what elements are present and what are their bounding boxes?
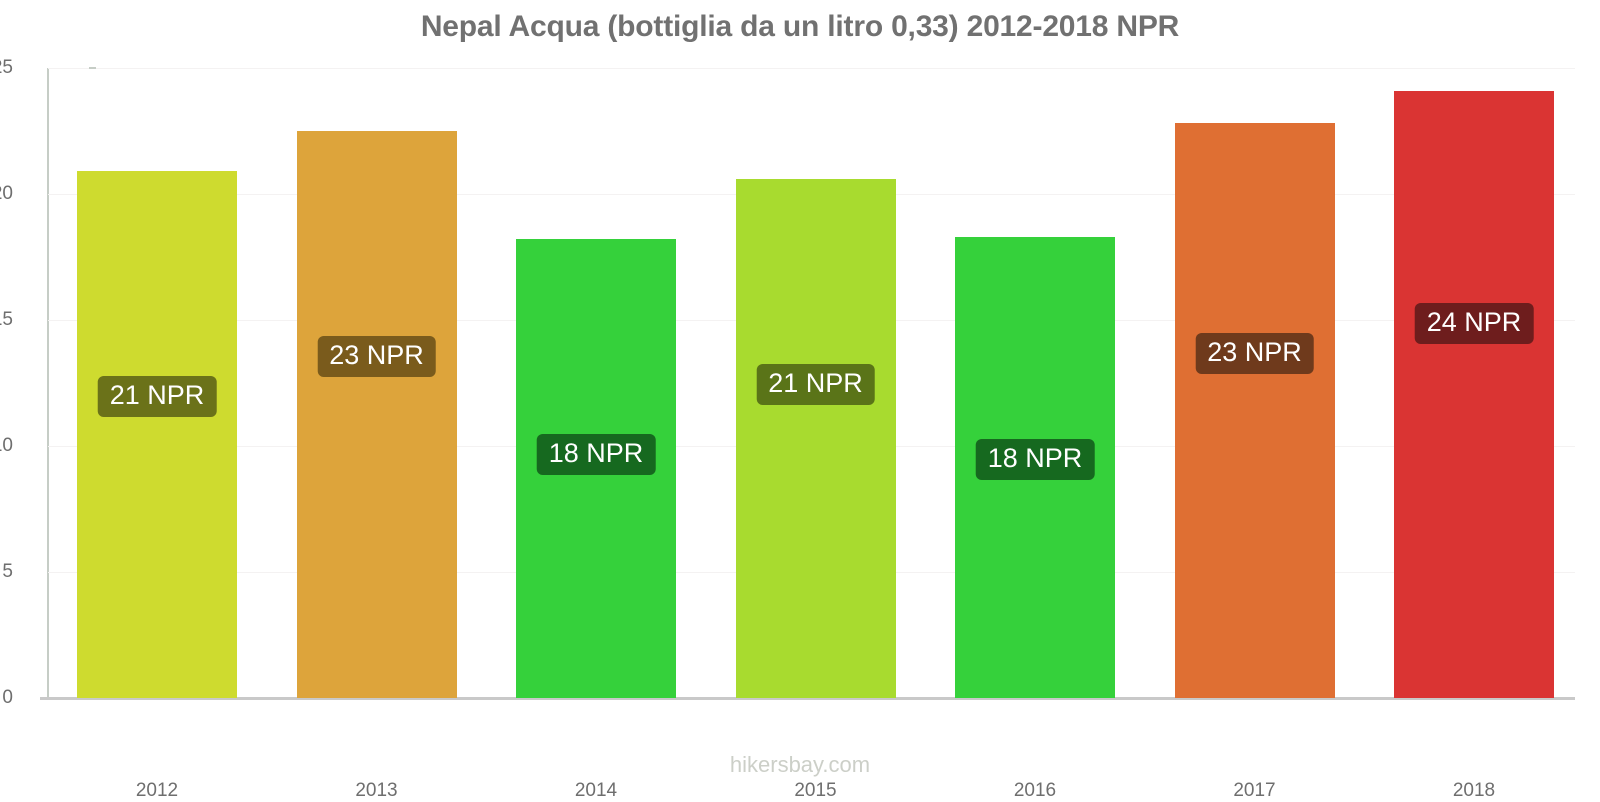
y-tick-label: 0 (2, 687, 13, 708)
x-tick-label: 2015 (794, 780, 837, 801)
y-tick-mark (89, 67, 96, 69)
y-axis-line (47, 68, 49, 700)
bar-value-label: 21 NPR (756, 363, 875, 405)
x-tick-label: 2012 (135, 780, 179, 801)
x-tick-label: 2014 (574, 780, 618, 801)
x-tick-label: 2017 (1233, 780, 1276, 801)
y-tick-mark (89, 697, 96, 699)
footer-watermark: hikersbay.com (729, 752, 871, 777)
page-title: Nepal Acqua (bottiglia da un litro 0,33)… (420, 10, 1180, 43)
bar-value-label: 18 NPR (536, 434, 656, 476)
plot-area: 0 5 10 15 20 25 21 NPR 23 NPR 18 NPR 21 NPR 18 NP… (0, 57, 1575, 801)
y-tick-label: 5 (2, 561, 13, 582)
bar-value-label: 23 NPR (317, 335, 436, 377)
bar-2018[interactable] (1394, 90, 1554, 698)
y-tick-label: 10 (0, 435, 13, 456)
x-tick-label: 2016 (1013, 780, 1057, 801)
x-tick-label: 2018 (1452, 780, 1496, 801)
bar-2013[interactable] (296, 131, 457, 698)
bar-value-label: 23 NPR (1195, 333, 1314, 375)
y-tick-label: 15 (0, 309, 13, 330)
y-tick-label: 20 (0, 183, 13, 204)
y-tick-label: 25 (0, 57, 13, 78)
bar-2017[interactable] (1174, 123, 1335, 698)
bar-value-label: 18 NPR (975, 439, 1095, 481)
bar-value-label: 21 NPR (97, 376, 217, 418)
bar-2012[interactable] (77, 171, 237, 698)
bar-2015[interactable] (735, 178, 896, 698)
bar-value-label: 24 NPR (1414, 303, 1534, 345)
x-axis-line (40, 697, 1575, 700)
x-tick-label: 2013 (355, 780, 398, 801)
gridline (48, 68, 1575, 69)
